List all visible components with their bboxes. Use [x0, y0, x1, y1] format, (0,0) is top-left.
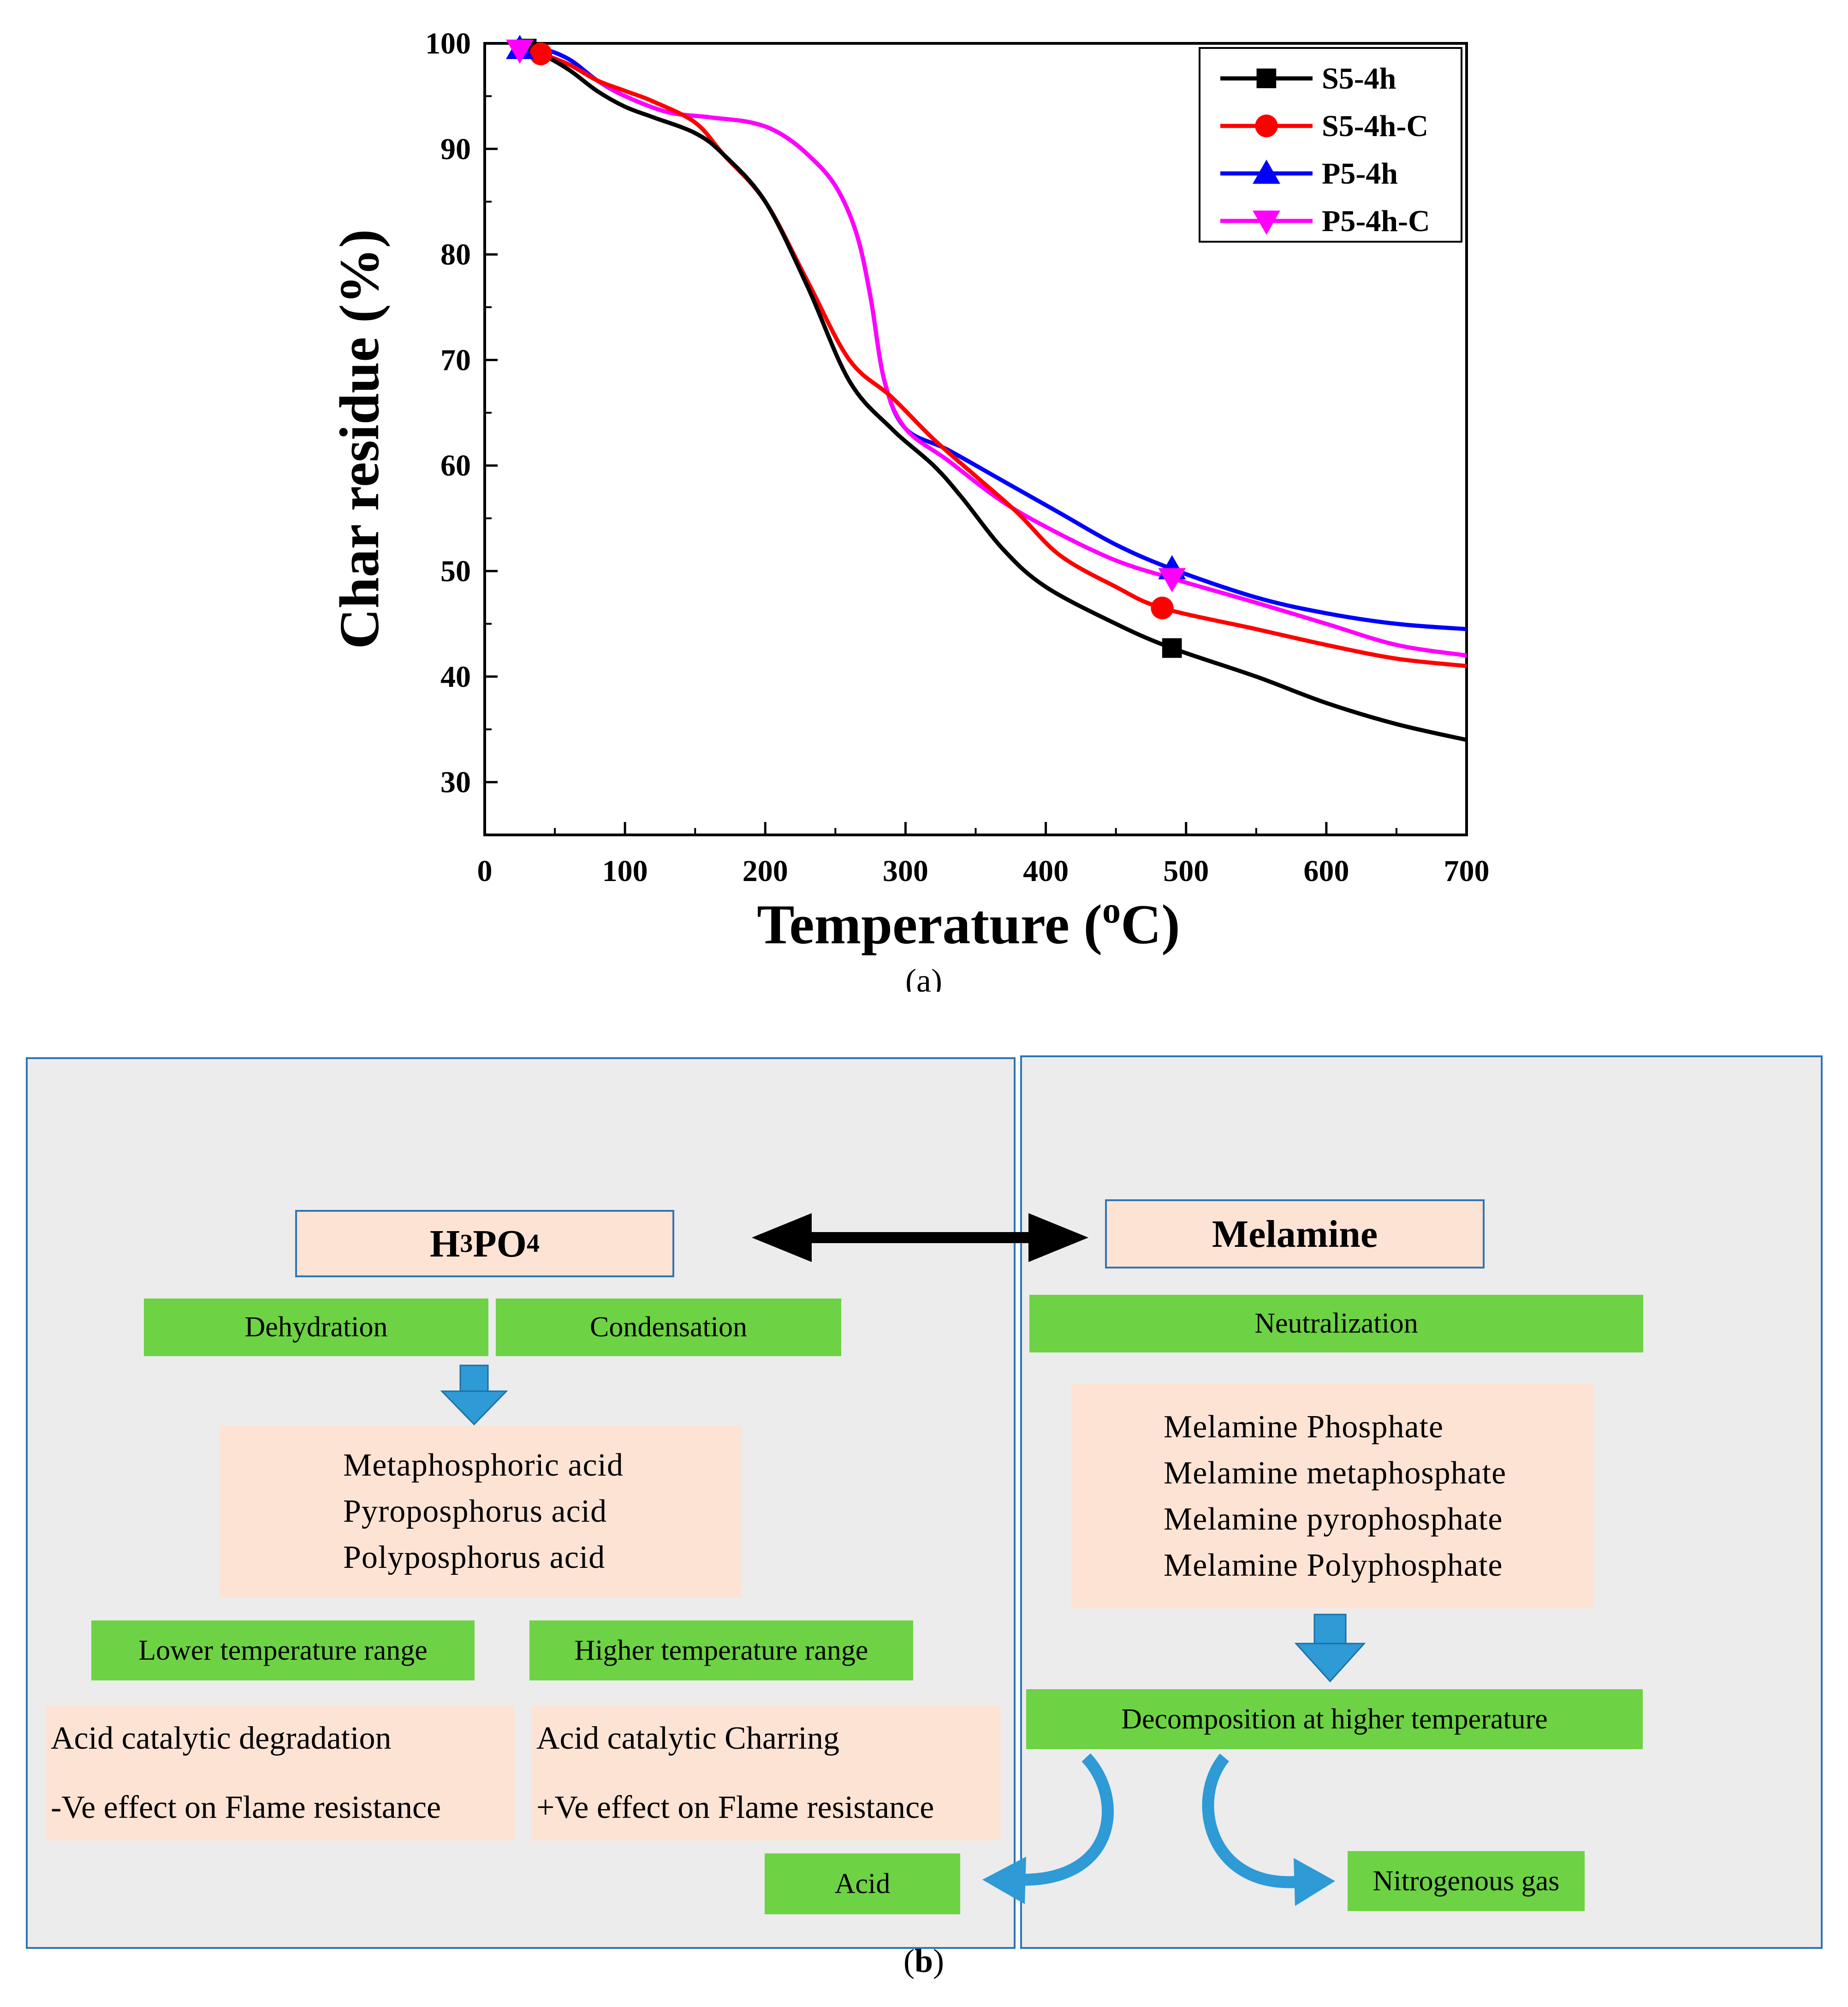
lower-temperature-range-box: Lower temperature range [91, 1620, 475, 1680]
data-point-s5-4h-c [1151, 596, 1174, 619]
product-item: Melamine Polyphosphate [1164, 1547, 1503, 1583]
legend-marker-p5-4h [1253, 160, 1280, 184]
product-item: Melamine metaphosphate [1164, 1455, 1507, 1491]
h3po4-box: H 3 PO 4 [295, 1210, 674, 1277]
series-line-s5-4h-c [512, 41, 1467, 668]
series-layer [506, 35, 1467, 742]
x-tick-label: 700 [1444, 854, 1490, 888]
x-axis-title: Temperature (oC) [757, 890, 1180, 956]
product-item: Melamine Phosphate [1164, 1409, 1444, 1445]
data-point-p5-4h-c [506, 39, 534, 64]
x-tick-label: 600 [1303, 854, 1349, 888]
decomposition-box: Decomposition at higher temperature [1026, 1689, 1643, 1749]
y-tick-label: 50 [440, 554, 471, 588]
x-tick-label: 400 [1023, 854, 1069, 888]
legend-label-p5-4h-c: P5-4h-C [1322, 204, 1430, 238]
y-axis-title: Char residue (%) [328, 229, 391, 649]
lower-effect-line: Acid catalytic degradation [51, 1721, 392, 1756]
caption-a: (a) [905, 962, 942, 992]
lower-effect-line: -Ve effect on Flame resistance [51, 1790, 441, 1825]
dehydration-box: Dehydration [144, 1298, 488, 1356]
acid-item: Metaphosphoric acid [343, 1447, 624, 1483]
acid-box: Acid [765, 1853, 960, 1914]
higher-effect-box: Acid catalytic Charring +Ve effect on Fl… [532, 1706, 1001, 1840]
product-item: Melamine pyrophosphate [1164, 1501, 1503, 1537]
series-line-s5-4h [512, 41, 1467, 742]
higher-effect-line: Acid catalytic Charring [536, 1721, 839, 1756]
melamine-products-box: Melamine Phosphate Melamine metaphosphat… [1071, 1384, 1594, 1608]
legend: S5-4h S5-4h-C P5-4h P5-4h-C [1199, 47, 1462, 243]
h3po4-sub4: 4 [527, 1229, 540, 1258]
melamine-box: Melamine [1105, 1199, 1485, 1269]
h3po4-po: PO [473, 1222, 527, 1265]
neutralization-box: Neutralization [1029, 1295, 1643, 1352]
lower-effect-box: Acid catalytic degradation -Ve effect on… [46, 1706, 515, 1840]
acid-item: Pyroposphorus acid [343, 1494, 607, 1529]
y-tick-label: 70 [440, 343, 471, 377]
y-axis-ticks: 30 40 50 60 70 80 90 100 [425, 27, 498, 799]
caption-b: (b) [903, 1942, 944, 1979]
y-tick-label: 80 [440, 238, 471, 272]
higher-effect-line: +Ve effect on Flame resistance [536, 1790, 934, 1825]
legend-label-s5-4h-c: S5-4h-C [1322, 109, 1428, 143]
legend-marker-s5-4h [1256, 68, 1277, 89]
data-point-s5-4h-c [529, 42, 553, 66]
y-tick-label: 90 [440, 132, 471, 166]
legend-label-s5-4h: S5-4h [1322, 62, 1396, 95]
x-axis-ticks: 0 100 200 300 400 500 600 700 [477, 822, 1490, 888]
phosphorus-acids-box: Metaphosphoric acid Pyroposphorus acid P… [220, 1425, 742, 1598]
x-tick-label: 100 [602, 854, 648, 888]
y-tick-label: 60 [440, 449, 471, 482]
x-tick-label: 300 [883, 854, 928, 888]
y-tick-label: 100 [425, 27, 471, 60]
y-tick-label: 30 [440, 766, 471, 799]
x-tick-label: 500 [1163, 854, 1209, 888]
data-point-p5-4h-c [1158, 568, 1186, 593]
condensation-box: Condensation [496, 1298, 841, 1356]
legend-label-p5-4h: P5-4h [1322, 157, 1398, 191]
series-line-p5-4h-c [512, 47, 1467, 658]
x-tick-label: 200 [743, 854, 788, 888]
higher-temperature-range-box: Higher temperature range [529, 1620, 913, 1680]
legend-marker-p5-4h-c [1253, 210, 1280, 235]
legend-marker-s5-4h-c [1255, 114, 1278, 137]
h3po4-h: H [430, 1222, 460, 1265]
x-tick-label: 0 [477, 854, 493, 888]
h3po4-sub3: 3 [460, 1229, 473, 1258]
acid-item: Polyposphorus acid [343, 1540, 606, 1575]
nitrogenous-gas-box: Nitrogenous gas [1348, 1851, 1585, 1911]
y-tick-label: 40 [440, 660, 471, 694]
char-residue-chart: 30 40 50 60 70 80 90 100 0 100 200 300 400 500 600 700… [328, 27, 1490, 992]
data-point-s5-4h [1162, 638, 1182, 658]
